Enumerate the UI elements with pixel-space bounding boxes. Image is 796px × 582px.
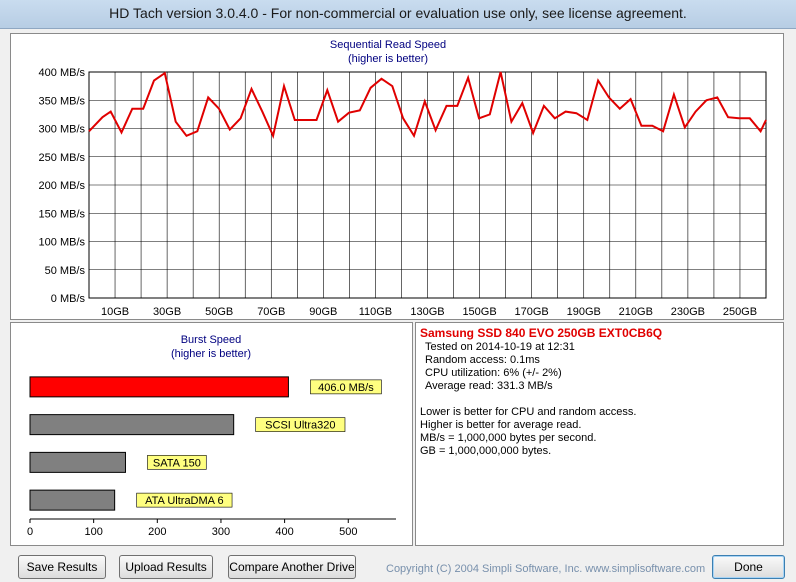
burst-chart-title: Burst Speed: [181, 334, 242, 346]
burst-bar-label: SATA 150: [153, 457, 201, 469]
seq-x-tick-label: 110GB: [359, 306, 392, 318]
note-line: GB = 1,000,000,000 bytes.: [420, 445, 552, 457]
burst-bar-reference: [29, 414, 235, 436]
burst-bar-reference: [29, 451, 126, 473]
seq-y-tick-label: 250 MB/s: [39, 152, 86, 164]
seq-x-tick-label: 190GB: [567, 306, 601, 318]
seq-x-tick-label: 90GB: [309, 306, 337, 318]
seq-chart-subtitle: (higher is better): [348, 53, 428, 65]
burst-bar-label-box: [310, 379, 382, 395]
seq-x-tick-label: 70GB: [257, 306, 285, 318]
note-line: Lower is better for CPU and random acces…: [420, 406, 637, 418]
copyright-text: Copyright (C) 2004 Simpli Software, Inc.…: [386, 563, 706, 575]
seq-y-tick-label: 300 MB/s: [39, 124, 86, 136]
seq-chart-title: Sequential Read Speed: [330, 39, 446, 51]
done-button[interactable]: Done: [712, 555, 785, 579]
burst-speed-panel: Burst Speed (higher is better) 406.0 MB/…: [10, 322, 413, 546]
seq-x-tick-label: 50GB: [205, 306, 233, 318]
burst-chart-subtitle: (higher is better): [171, 348, 251, 360]
upload-results-button[interactable]: Upload Results: [119, 555, 213, 579]
seq-x-tick-label: 170GB: [515, 306, 549, 318]
window-title: HD Tach version 3.0.4.0 - For non-commer…: [109, 5, 687, 21]
burst-x-tick-label: 0: [27, 526, 33, 538]
tested-on-text: Tested on 2014-10-19 at 12:31: [425, 341, 575, 353]
burst-x-tick-label: 300: [212, 526, 230, 538]
drive-name: Samsung SSD 840 EVO 250GB EXT0CB6Q: [420, 326, 663, 340]
seq-y-tick-label: 200 MB/s: [39, 180, 86, 192]
seq-y-tick-label: 400 MB/s: [39, 67, 86, 79]
burst-bar-reference: [29, 489, 116, 511]
burst-bar-label: 406.0 MB/s: [318, 382, 374, 394]
burst-speed-chart: Burst Speed (higher is better) 406.0 MB/…: [27, 334, 396, 538]
cpu-utilization-text: CPU utilization: 6% (+/- 2%): [425, 367, 562, 379]
seq-y-tick-label: 100 MB/s: [39, 237, 86, 249]
burst-bar-label: SCSI Ultra320: [265, 420, 335, 432]
burst-x-tick-label: 100: [84, 526, 102, 538]
random-access-text: Random access: 0.1ms: [425, 354, 540, 366]
seq-x-tick-label: 210GB: [619, 306, 653, 318]
title-bar: HD Tach version 3.0.4.0 - For non-commer…: [0, 0, 796, 29]
seq-x-tick-label: 250GB: [723, 306, 757, 318]
burst-x-tick-label: 400: [275, 526, 293, 538]
sequential-read-chart: Sequential Read Speed (higher is better)…: [39, 39, 767, 318]
seq-x-tick-label: 130GB: [410, 306, 444, 318]
seq-read-series-line: [88, 71, 767, 139]
seq-x-tick-label: 10GB: [101, 306, 129, 318]
burst-bar-label-box: [255, 417, 346, 432]
burst-bar-label-box: [147, 455, 207, 470]
note-line: MB/s = 1,000,000 bytes per second.: [420, 432, 597, 444]
drive-info-panel: Samsung SSD 840 EVO 250GB EXT0CB6Q Teste…: [415, 322, 784, 546]
seq-y-tick-label: 350 MB/s: [39, 95, 86, 107]
seq-x-tick-label: 150GB: [462, 306, 496, 318]
burst-x-tick-label: 500: [339, 526, 357, 538]
note-line: Higher is better for average read.: [420, 419, 582, 431]
average-read-text: Average read: 331.3 MB/s: [425, 380, 553, 392]
burst-x-tick-label: 200: [148, 526, 166, 538]
compare-another-drive-button[interactable]: Compare Another Drive: [228, 555, 356, 579]
seq-y-tick-label: 50 MB/s: [45, 265, 86, 277]
save-results-button[interactable]: Save Results: [18, 555, 106, 579]
seq-x-tick-label: 230GB: [671, 306, 705, 318]
burst-bar-label: ATA UltraDMA 6: [145, 495, 223, 507]
seq-x-tick-label: 30GB: [153, 306, 181, 318]
burst-bar-current: [29, 376, 289, 398]
sequential-read-panel: Sequential Read Speed (higher is better)…: [10, 33, 784, 320]
burst-bar-label-box: [136, 492, 233, 508]
seq-y-tick-label: 150 MB/s: [39, 208, 86, 220]
seq-y-tick-label: 0 MB/s: [51, 293, 86, 305]
